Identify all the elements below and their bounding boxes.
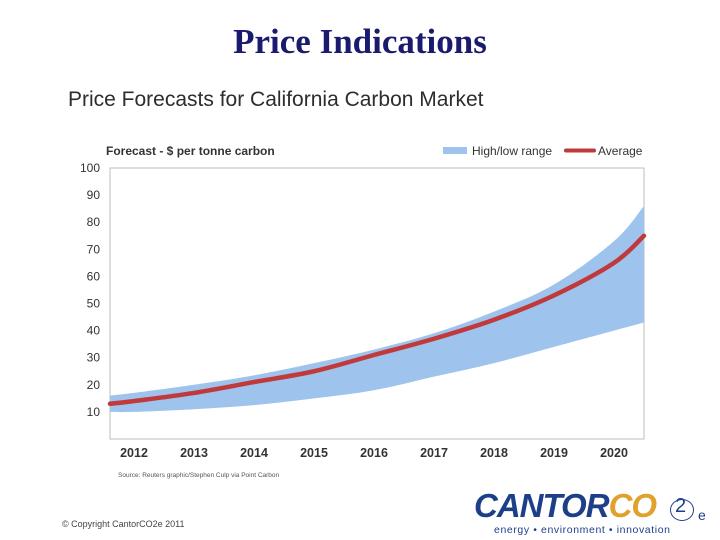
logo-tagline: energy • environment • innovation (494, 524, 671, 536)
x-tick-label: 2019 (540, 446, 568, 460)
logo-name-cantor: CANTOR (474, 487, 610, 524)
chart-subtitle: Forecast - $ per tonne carbon (106, 144, 275, 158)
y-tick-label: 80 (87, 215, 101, 229)
y-tick-label: 100 (80, 161, 100, 175)
x-tick-label: 2020 (600, 446, 628, 460)
high-low-range-band (110, 205, 644, 413)
logo-suffix: e (698, 507, 706, 523)
x-tick-label: 2016 (360, 446, 388, 460)
legend-swatch-range (443, 147, 467, 154)
logo-wordmark: CANTORCO (474, 487, 657, 524)
y-tick-label: 60 (87, 269, 101, 283)
slide-title: Price Indications (233, 22, 487, 61)
x-tick-label: 2017 (420, 446, 448, 460)
cantor-co2e-logo: CANTORCO 2 e energy • environment • inno… (474, 488, 714, 540)
copyright-text: © Copyright CantorCO2e 2011 (62, 519, 185, 529)
price-forecast-chart: Forecast - $ per tonne carbon High/low r… (80, 144, 647, 460)
legend-label-range: High/low range (472, 144, 552, 158)
x-tick-label: 2018 (480, 446, 508, 460)
y-tick-label: 20 (87, 378, 101, 392)
x-tick-label: 2015 (300, 446, 328, 460)
y-tick-label: 70 (87, 242, 101, 256)
source-note: Source: Reuters graphic/Stephen Culp via… (118, 472, 280, 479)
x-tick-label: 2012 (120, 446, 148, 460)
x-tick-label: 2014 (240, 446, 268, 460)
y-tick-label: 50 (87, 297, 101, 311)
x-tick-label: 2013 (180, 446, 208, 460)
logo-subscript: 2 (675, 495, 687, 517)
legend-label-average: Average (598, 144, 643, 158)
y-tick-label: 90 (87, 188, 101, 202)
logo-ring-icon (670, 499, 694, 521)
y-tick-label: 30 (87, 351, 101, 365)
average-line (107, 233, 647, 407)
y-tick-label: 40 (87, 324, 101, 338)
chart-title: Price Forecasts for California Carbon Ma… (68, 88, 484, 111)
y-tick-label: 10 (87, 405, 101, 419)
logo-name-co: CO (608, 487, 657, 524)
